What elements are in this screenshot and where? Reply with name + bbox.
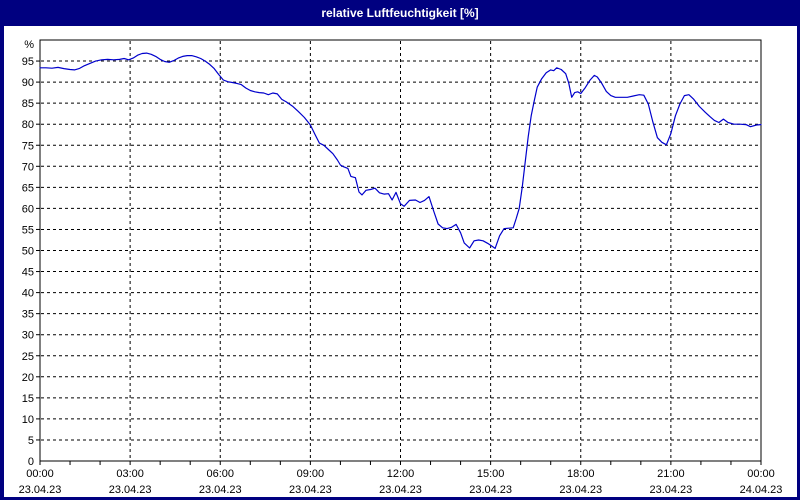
y-axis-label: 70 [22,161,34,173]
y-axis-label: 60 [22,203,34,215]
y-axis-label: 95 [22,56,34,68]
x-axis-time-label: 00:00 [747,468,775,480]
x-axis-date-label: 23.04.23 [289,484,332,496]
x-axis-time-label: 06:00 [206,468,234,480]
y-axis-label: 0 [28,456,34,468]
y-axis-label: 80 [22,119,34,131]
x-axis-date-label: 23.04.23 [19,484,62,496]
x-axis-time-label: 00:00 [26,468,54,480]
window-titlebar: relative Luftfeuchtigkeit [%] [0,0,800,26]
y-axis-label: 10 [22,414,34,426]
y-axis-label: 85 [22,98,34,110]
y-axis-unit-label: % [24,39,34,51]
x-axis-date-label: 23.04.23 [559,484,602,496]
y-axis-label: 55 [22,224,34,236]
x-axis-time-label: 15:00 [477,468,505,480]
x-axis-date-label: 23.04.23 [649,484,692,496]
x-axis-time-label: 09:00 [297,468,325,480]
y-axis-label: 30 [22,330,34,342]
x-axis-time-label: 21:00 [657,468,685,480]
x-axis-date-label: 23.04.23 [379,484,422,496]
y-axis-label: 75 [22,140,34,152]
y-axis-label: 50 [22,246,34,258]
y-axis-label: 65 [22,182,34,194]
y-axis-label: 25 [22,351,34,363]
plot-canvas [4,26,797,497]
y-axis-label: 5 [28,435,34,447]
x-axis-date-label: 24.04.23 [740,484,783,496]
x-axis-time-label: 18:00 [567,468,595,480]
x-axis-time-label: 03:00 [116,468,144,480]
y-axis-label: 40 [22,288,34,300]
x-axis-date-label: 23.04.23 [109,484,152,496]
x-axis-time-label: 12:00 [387,468,415,480]
x-axis-date-label: 23.04.23 [199,484,242,496]
y-axis-label: 45 [22,267,34,279]
y-axis-label: 15 [22,393,34,405]
y-axis-label: 35 [22,309,34,321]
y-axis-label: 20 [22,372,34,384]
y-axis-label: 90 [22,77,34,89]
humidity-line [39,52,762,249]
window-title: relative Luftfeuchtigkeit [%] [321,6,479,20]
x-axis-date-label: 23.04.23 [469,484,512,496]
